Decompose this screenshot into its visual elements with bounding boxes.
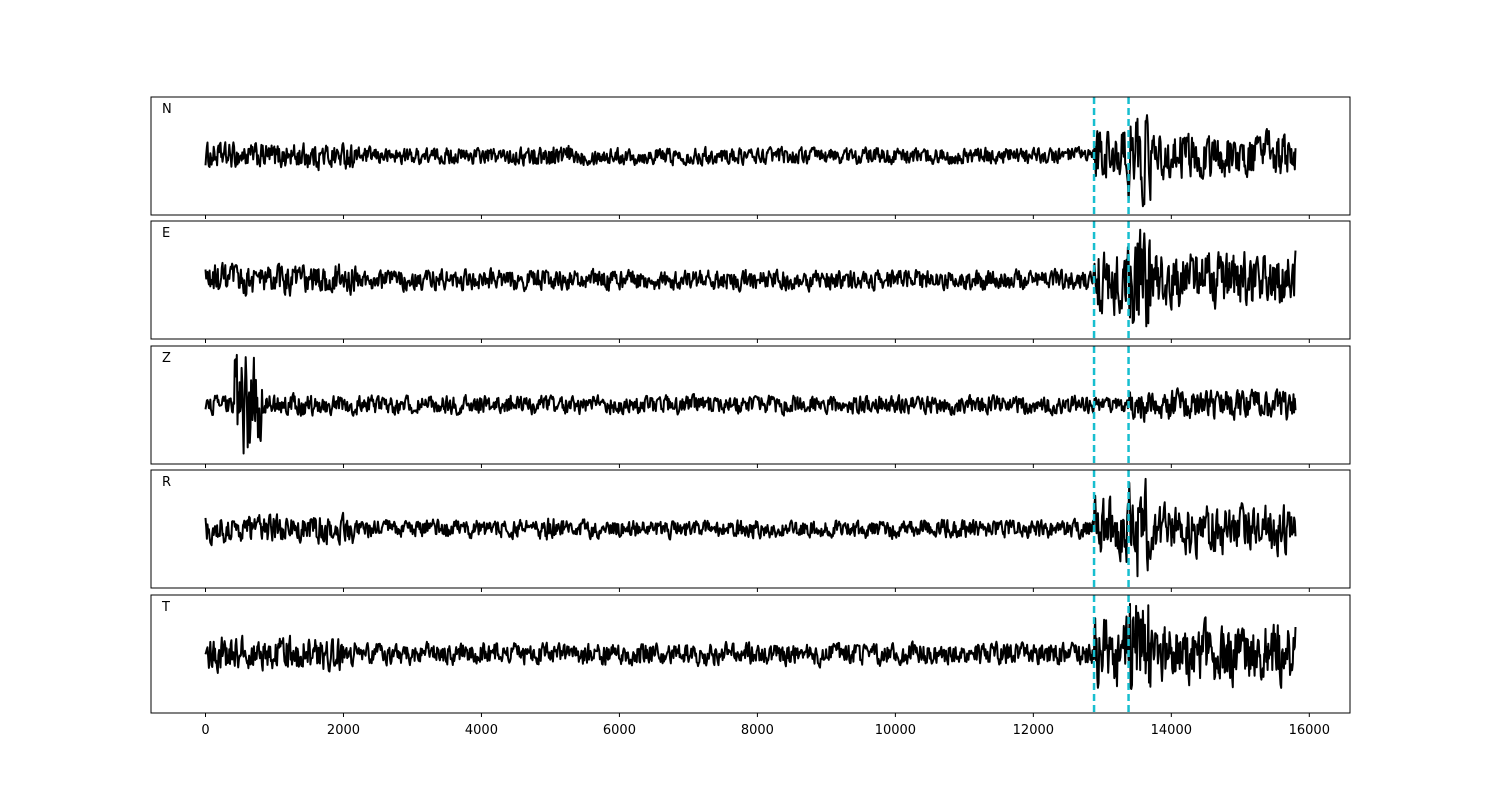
x-tick-label: 16000 [1289,723,1330,738]
panel-label: Z [162,351,171,366]
x-tick-label: 0 [201,723,209,738]
x-tick-label: 4000 [465,723,498,738]
panel-frame [150,96,1351,216]
waveform-n [204,114,1297,208]
panel-frame [150,594,1351,714]
panel-z: Z [150,345,1351,468]
x-tick-label: 6000 [603,723,636,738]
panel-frame [150,345,1351,465]
panel-r: R [150,469,1351,592]
panel-t: T [150,594,1351,717]
x-tick-label: 2000 [327,723,360,738]
panel-label: E [162,226,170,241]
panel-n: N [150,96,1351,219]
x-tick-label: 12000 [1013,723,1054,738]
waveform-e [204,228,1297,328]
x-tick-label: 10000 [875,723,916,738]
panel-label: R [162,475,171,490]
x-tick-label: 8000 [741,723,774,738]
x-axis: 0 2000 4000 6000 8000 10000 12000 14000 16000 [201,723,1330,738]
panel-e: E [150,220,1351,343]
x-tick-label: 14000 [1151,723,1192,738]
waveform-t [204,602,1297,690]
panel-label: T [161,600,170,615]
waveform-r [204,477,1297,578]
waveform-z [204,353,1297,455]
panel-label: N [162,102,172,117]
panels: N E Z R T [150,96,1351,717]
panel-frame [150,469,1351,589]
panel-frame [150,220,1351,340]
